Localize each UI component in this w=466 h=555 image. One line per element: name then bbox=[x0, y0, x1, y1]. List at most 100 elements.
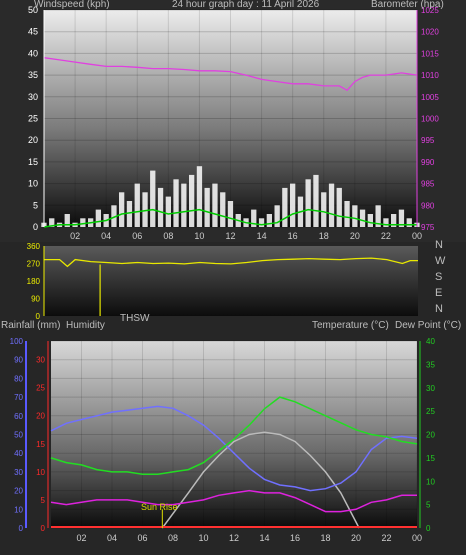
wind-xtick-8: 18 bbox=[319, 231, 329, 241]
wind-tick-1: 5 bbox=[33, 200, 38, 210]
humidity-line bbox=[50, 405, 418, 492]
bottom-xtick-7: 16 bbox=[290, 533, 300, 543]
wind-bar-41 bbox=[359, 209, 366, 227]
bottom-xtick-10: 22 bbox=[381, 533, 391, 543]
bottom-xtick-3: 08 bbox=[168, 533, 178, 543]
direction-tick-1: 90 bbox=[31, 295, 40, 304]
humidity-tick-8: 80 bbox=[14, 374, 23, 383]
wind-xtick-11: 00 bbox=[412, 231, 422, 241]
bottom-xtick-4: 10 bbox=[198, 533, 208, 543]
wind-tick-9: 45 bbox=[28, 27, 38, 37]
direction-letter-e: E bbox=[435, 287, 443, 299]
bottom-xtick-11: 00 bbox=[412, 533, 422, 543]
temperature-title: Temperature (°C) bbox=[312, 320, 389, 331]
wind-bar-3 bbox=[64, 214, 70, 227]
wind-xtick-4: 10 bbox=[194, 231, 204, 241]
barometer-tick-0: 975 bbox=[421, 223, 435, 232]
direction-tick-0: 0 bbox=[36, 312, 41, 321]
wind-bar-14 bbox=[150, 170, 156, 227]
wind-bar-30 bbox=[274, 205, 280, 227]
temp-tick-6: 30 bbox=[426, 384, 435, 393]
temp-tick-2: 10 bbox=[426, 477, 435, 486]
wind-xtick-0: 02 bbox=[70, 231, 80, 241]
wind-tick-6: 30 bbox=[28, 92, 38, 102]
wind-average-line bbox=[43, 208, 417, 228]
rain-tick-5: 25 bbox=[36, 384, 45, 393]
windspeed-title: Windspeed (kph) bbox=[34, 0, 110, 10]
direction-letter-s: S bbox=[435, 271, 443, 283]
wind-bar-44 bbox=[383, 218, 389, 227]
wind-bar-42 bbox=[367, 214, 373, 227]
bottom-xtick-8: 18 bbox=[320, 533, 330, 543]
wind-bar-47 bbox=[406, 218, 412, 227]
direction-plot-area bbox=[44, 246, 418, 316]
wind-bar-36 bbox=[321, 192, 327, 227]
wind-bar-15 bbox=[157, 187, 164, 227]
wind-bar-21 bbox=[204, 187, 210, 227]
temp-tick-4: 20 bbox=[426, 431, 435, 440]
wind-tick-4: 20 bbox=[28, 135, 38, 145]
wind-bar-9 bbox=[111, 205, 117, 227]
temperature-line bbox=[50, 396, 418, 475]
barometer-tick-7: 1010 bbox=[421, 71, 439, 80]
wind-xtick-2: 06 bbox=[132, 231, 142, 241]
wind-xtick-6: 14 bbox=[257, 231, 267, 241]
humidity-tick-5: 50 bbox=[14, 431, 23, 440]
barometer-line bbox=[43, 57, 418, 92]
wind-xtick-3: 08 bbox=[163, 231, 173, 241]
bottom-xtick-0: 02 bbox=[76, 533, 86, 543]
dewpoint-line bbox=[50, 489, 417, 513]
temp-tick-5: 25 bbox=[426, 407, 435, 416]
wind-bar-17 bbox=[173, 179, 179, 227]
wind-bar-16 bbox=[165, 196, 171, 227]
rainfall-title: Rainfall (mm) bbox=[1, 320, 61, 331]
wind-xtick-5: 12 bbox=[225, 231, 235, 241]
wind-bar-35 bbox=[313, 174, 319, 227]
wind-tick-8: 40 bbox=[28, 48, 38, 58]
wind-bar-7 bbox=[95, 209, 101, 227]
wind-xtick-10: 22 bbox=[381, 231, 391, 241]
direction-tick-2: 180 bbox=[27, 277, 41, 286]
humidity-tick-9: 90 bbox=[14, 356, 23, 365]
barometer-title: Barometer (hpa) bbox=[371, 0, 444, 10]
solar-curve bbox=[161, 431, 360, 529]
humidity-tick-2: 20 bbox=[14, 487, 23, 496]
wind-bar-39 bbox=[344, 201, 350, 227]
wind-tick-2: 10 bbox=[28, 179, 38, 189]
wind-bar-37 bbox=[328, 183, 335, 227]
rain-tick-1: 5 bbox=[41, 496, 46, 505]
wind-xtick-9: 20 bbox=[350, 231, 360, 241]
temp-tick-7: 35 bbox=[426, 360, 435, 369]
wind-bar-10 bbox=[119, 192, 125, 227]
dewpoint-title: Dew Point (°C) bbox=[395, 320, 462, 331]
wind-bar-20 bbox=[196, 166, 203, 227]
bottom-plot-area bbox=[51, 341, 417, 528]
rain-tick-2: 10 bbox=[36, 468, 45, 477]
wind-bar-18 bbox=[181, 183, 187, 227]
barometer-tick-3: 990 bbox=[421, 158, 435, 167]
temp-tick-8: 40 bbox=[426, 337, 435, 346]
wind-bar-45 bbox=[391, 214, 397, 227]
wind-tick-7: 35 bbox=[28, 70, 38, 80]
wind-tick-10: 50 bbox=[28, 5, 38, 15]
wind-bar-27 bbox=[251, 209, 257, 227]
humidity-tick-10: 100 bbox=[10, 337, 24, 346]
humidity-tick-6: 60 bbox=[14, 412, 23, 421]
direction-tick-4: 360 bbox=[27, 242, 41, 251]
humidity-tick-3: 30 bbox=[14, 468, 23, 477]
wind-bar-31 bbox=[282, 187, 288, 227]
wind-tick-0: 0 bbox=[33, 222, 38, 232]
humidity-tick-0: 0 bbox=[19, 524, 24, 533]
wind-bar-19 bbox=[189, 174, 195, 227]
direction-letter-w: W bbox=[435, 255, 446, 267]
barometer-tick-9: 1020 bbox=[421, 28, 439, 37]
wind-xtick-1: 04 bbox=[101, 231, 111, 241]
sunrise-label: Sun Rise bbox=[141, 502, 178, 512]
wind-bar-12 bbox=[134, 183, 140, 227]
bottom-xtick-2: 06 bbox=[137, 533, 147, 543]
wind-bar-24 bbox=[227, 201, 234, 227]
temp-tick-3: 15 bbox=[426, 454, 435, 463]
rain-tick-0: 0 bbox=[41, 524, 46, 533]
wind-bar-5 bbox=[80, 218, 86, 227]
